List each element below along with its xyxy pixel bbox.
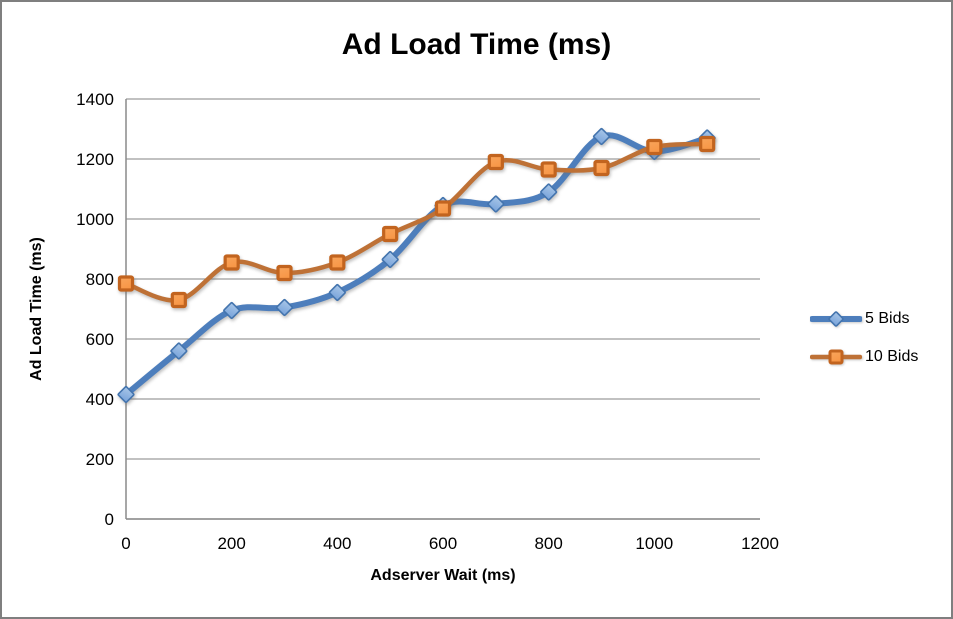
y-axis-title: Ad Load Time (ms)	[28, 237, 45, 381]
series-10-bids	[117, 135, 716, 309]
legend-label-10-bids: 10 Bids	[865, 348, 919, 365]
series-5-bids	[117, 127, 716, 404]
legend-item-10-bids: 10 Bids	[810, 348, 918, 366]
svg-text:1000: 1000	[635, 534, 673, 553]
svg-text:800: 800	[534, 534, 562, 553]
svg-text:400: 400	[86, 390, 114, 409]
svg-text:600: 600	[429, 534, 457, 553]
svg-text:800: 800	[86, 270, 114, 289]
legend-marker-10-bids-icon	[810, 349, 862, 365]
svg-text:1000: 1000	[76, 210, 114, 229]
svg-text:600: 600	[86, 330, 114, 349]
svg-text:0: 0	[105, 510, 114, 529]
svg-text:200: 200	[86, 450, 114, 469]
chart-title: Ad Load Time (ms)	[341, 28, 612, 61]
svg-text:400: 400	[323, 534, 351, 553]
svg-text:200: 200	[217, 534, 245, 553]
svg-text:1200: 1200	[76, 150, 114, 169]
legend-label-5-bids: 5 Bids	[865, 310, 910, 327]
legend-marker-5-bids-icon	[810, 311, 862, 327]
svg-text:1400: 1400	[76, 90, 114, 109]
svg-text:1200: 1200	[741, 534, 779, 553]
legend-item-5-bids: 5 Bids	[810, 310, 918, 328]
x-axis-title: Adserver Wait (ms)	[370, 567, 516, 584]
legend: 5 Bids 10 Bids	[810, 310, 918, 366]
svg-text:0: 0	[121, 534, 130, 553]
